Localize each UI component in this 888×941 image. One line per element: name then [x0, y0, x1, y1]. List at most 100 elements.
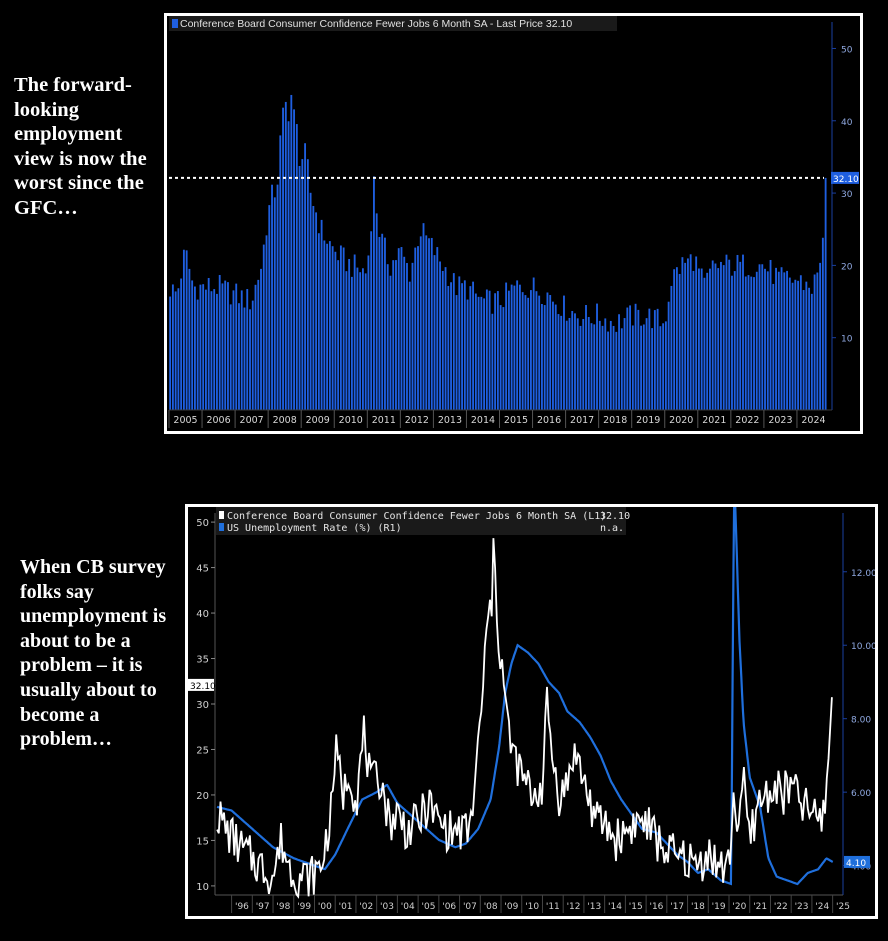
bar — [469, 286, 472, 410]
bar — [395, 260, 397, 410]
x-tick-label: 2009 — [306, 415, 330, 426]
bar — [218, 274, 221, 410]
bar — [681, 257, 684, 410]
bar — [664, 321, 667, 410]
bar — [276, 184, 279, 410]
bar — [428, 238, 430, 410]
bar — [692, 270, 695, 410]
bar — [326, 243, 329, 410]
bar — [510, 284, 513, 410]
bar — [618, 314, 620, 410]
x-tick-label: '14 — [608, 902, 622, 912]
caption-top: The forward-looking employment view is n… — [14, 74, 147, 219]
bar — [304, 143, 307, 410]
bar — [246, 289, 249, 410]
x-tick-label: '23 — [795, 902, 809, 912]
bar — [315, 212, 318, 410]
bar — [637, 309, 640, 410]
bar — [662, 323, 665, 410]
left-tick-label: 50 — [196, 518, 209, 529]
bar — [350, 276, 353, 410]
bar — [309, 192, 312, 410]
bar — [392, 260, 395, 410]
bar — [243, 307, 246, 410]
bar — [174, 291, 177, 410]
bar — [389, 275, 392, 410]
bar — [373, 176, 375, 410]
bar-chart-svg: 10 20 30 40 50 2005 2006 2007 2008 2009 2010 2011 20… — [168, 16, 859, 428]
bar — [359, 272, 362, 410]
bar — [786, 270, 788, 410]
bar — [678, 273, 681, 410]
bar — [171, 284, 174, 410]
bar — [293, 109, 295, 410]
bar — [249, 309, 251, 410]
legend-last-value: 32.10 — [600, 511, 630, 522]
bar — [813, 274, 816, 410]
x-tick-label: '02 — [359, 902, 373, 912]
bar — [761, 264, 764, 410]
bar — [505, 282, 508, 410]
bar — [513, 285, 516, 410]
bar — [205, 289, 207, 410]
bar — [419, 236, 422, 410]
bar — [182, 249, 185, 410]
bar — [403, 256, 406, 410]
x-tick-label: '07 — [463, 902, 477, 912]
x-tick-label: 2020 — [669, 415, 693, 426]
bar — [601, 325, 604, 410]
x-tick-label: 2015 — [504, 415, 528, 426]
bar — [295, 124, 298, 410]
x-tick-label: '13 — [587, 902, 601, 912]
bar — [240, 290, 243, 410]
bar — [659, 326, 662, 410]
x-tick-label: 2023 — [768, 415, 792, 426]
bar — [532, 277, 535, 410]
unemployment-rate-line — [216, 507, 834, 886]
bar — [612, 325, 615, 410]
legend-swatch — [219, 511, 224, 519]
x-tick-label: 2012 — [405, 415, 429, 426]
legend-series-name: Conference Board Consumer Confidence Few… — [227, 511, 606, 522]
bar — [576, 318, 579, 410]
bar — [414, 247, 417, 410]
bar — [739, 261, 742, 410]
x-tick-label: '17 — [670, 902, 684, 912]
right-last-value-marker-label: 4.10 — [846, 859, 866, 869]
bar — [458, 276, 461, 410]
bar — [199, 284, 202, 410]
x-tick-label: 2017 — [570, 415, 594, 426]
bar — [755, 271, 758, 410]
bar — [780, 267, 783, 410]
x-tick-label: '11 — [546, 902, 560, 912]
bar — [640, 325, 643, 410]
bar — [794, 279, 797, 410]
bar — [282, 107, 284, 411]
bar — [714, 263, 717, 410]
bar — [717, 268, 720, 410]
bar — [744, 276, 747, 410]
bar — [433, 255, 436, 410]
y-tick-label: 40 — [841, 118, 853, 128]
bar — [260, 268, 262, 410]
bar — [557, 314, 560, 410]
bar — [262, 244, 265, 410]
bar — [406, 263, 408, 410]
x-tick-label: '22 — [774, 902, 788, 912]
bar — [629, 305, 631, 410]
bar — [648, 308, 651, 410]
bar — [535, 291, 538, 410]
line-chart-svg: 1015202530354045504.006.008.0010.0012.00… — [188, 507, 875, 913]
bar — [257, 279, 260, 410]
bar — [546, 292, 549, 410]
bar — [709, 268, 711, 410]
right-tick-label: 12.00 — [851, 569, 875, 579]
bar — [191, 280, 194, 410]
bar — [626, 307, 629, 410]
x-tick-label: '05 — [422, 902, 436, 912]
bar — [342, 247, 345, 410]
bar — [353, 254, 356, 410]
x-tick-label: 2008 — [273, 415, 297, 426]
bar — [227, 282, 229, 410]
bar — [367, 255, 370, 410]
